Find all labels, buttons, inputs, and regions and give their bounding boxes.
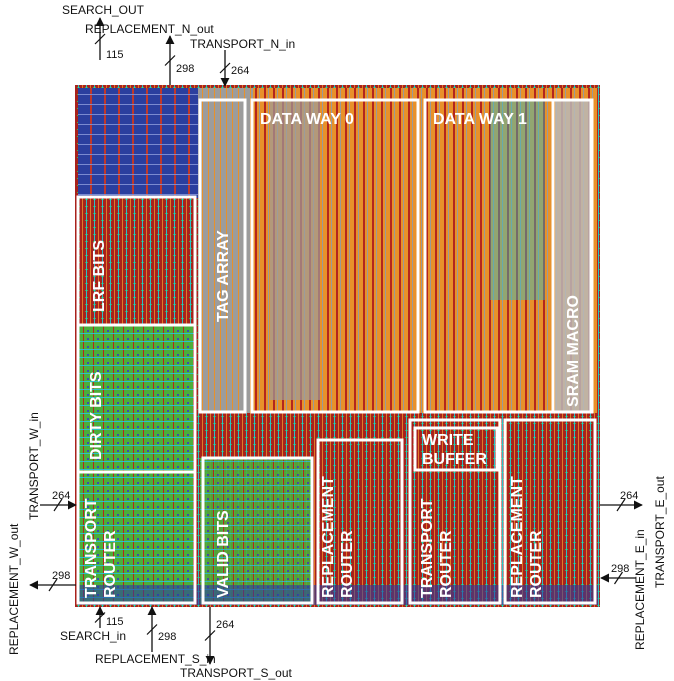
block-outline: [413, 426, 499, 472]
block-label-line: ROUTER: [438, 530, 455, 598]
signal-name: TRANSPORT_E_out: [653, 476, 667, 588]
block-label: SRAM MACRO: [565, 295, 582, 407]
signal-name: REPLACEMENT_N_out: [85, 22, 214, 36]
bus-width: 298: [611, 563, 629, 575]
signal-name: REPLACEMENT_W_out: [7, 523, 21, 655]
block-label-line: WRITE: [422, 432, 474, 449]
signal-name: REPLACEMENT_E_in: [633, 529, 647, 650]
block-label: DATA WAY 0: [260, 111, 354, 128]
bus-width: 264: [231, 65, 249, 77]
block-outline: [316, 438, 404, 605]
bus-slash: [94, 612, 106, 623]
block-outline: [551, 98, 593, 414]
block-outline: [198, 98, 247, 414]
block-label: LRF BITS: [91, 240, 108, 312]
signal-name: TRANSPORT_S_out: [180, 666, 292, 680]
bus-width: 115: [106, 49, 124, 61]
block-outline: [503, 418, 597, 605]
bus-slash: [48, 578, 58, 592]
block-label-line: VALID BITS: [215, 510, 232, 598]
bus-slash: [146, 624, 158, 635]
block-label-line: LRF BITS: [91, 240, 108, 312]
block-label-line: TRANSPORT: [83, 498, 100, 598]
block-outline: [201, 456, 314, 605]
bus-width: 115: [106, 616, 124, 628]
block-label: REPLACEMENT ROUTER: [320, 476, 356, 598]
bus-slash: [204, 630, 216, 641]
bus-width: 264: [216, 619, 234, 631]
bus-width: 298: [52, 570, 70, 582]
block-label-line: TAG ARRAY: [215, 230, 232, 322]
block-label-line: REPLACEMENT: [320, 476, 337, 598]
bus-slash: [616, 498, 626, 512]
block-outline: [250, 98, 420, 414]
bus-slash: [614, 571, 623, 585]
signal-name: TRANSPORT_W_in: [27, 412, 41, 520]
block-label: TRANSPORT ROUTER: [83, 498, 119, 598]
bus-width: 298: [158, 631, 176, 643]
block-label: WRITE BUFFER: [422, 432, 487, 468]
block-label: DIRTY BITS: [88, 371, 105, 460]
block-label: VALID BITS: [215, 510, 232, 598]
block-outline: [408, 418, 502, 605]
block-label-line: BUFFER: [422, 451, 487, 468]
bus-width: 298: [176, 63, 194, 75]
bus-slash: [53, 498, 63, 512]
block-label: REPLACEMENT ROUTER: [509, 476, 545, 598]
signal-name: SEARCH_in: [60, 629, 126, 643]
bus-slash: [219, 62, 231, 74]
block-label-line: DIRTY BITS: [88, 371, 105, 460]
block-label-line: ROUTER: [102, 530, 119, 598]
block-outline: [76, 470, 197, 605]
signal-name: SEARCH_OUT: [62, 3, 145, 17]
block-label-line: SRAM MACRO: [565, 295, 582, 407]
bus-slash: [164, 55, 176, 66]
block-label-line: DATA WAY 1: [433, 111, 527, 128]
block-label-line: TRANSPORT: [419, 498, 436, 598]
block-label-line: REPLACEMENT: [509, 476, 526, 598]
block-label: TAG ARRAY: [215, 230, 232, 322]
bus-slash: [94, 33, 106, 45]
block-label: DATA WAY 1: [433, 111, 527, 128]
signal-name: TRANSPORT_N_in: [190, 37, 295, 51]
block-label-line: ROUTER: [339, 530, 356, 598]
bus-width: 264: [52, 490, 70, 502]
block-label: TRANSPORT ROUTER: [419, 498, 455, 598]
block-label-line: DATA WAY 0: [260, 111, 354, 128]
bus-width: 264: [620, 490, 638, 502]
signal-name: REPLACEMENT_S_in: [95, 652, 216, 666]
block-label-line: ROUTER: [528, 530, 545, 598]
